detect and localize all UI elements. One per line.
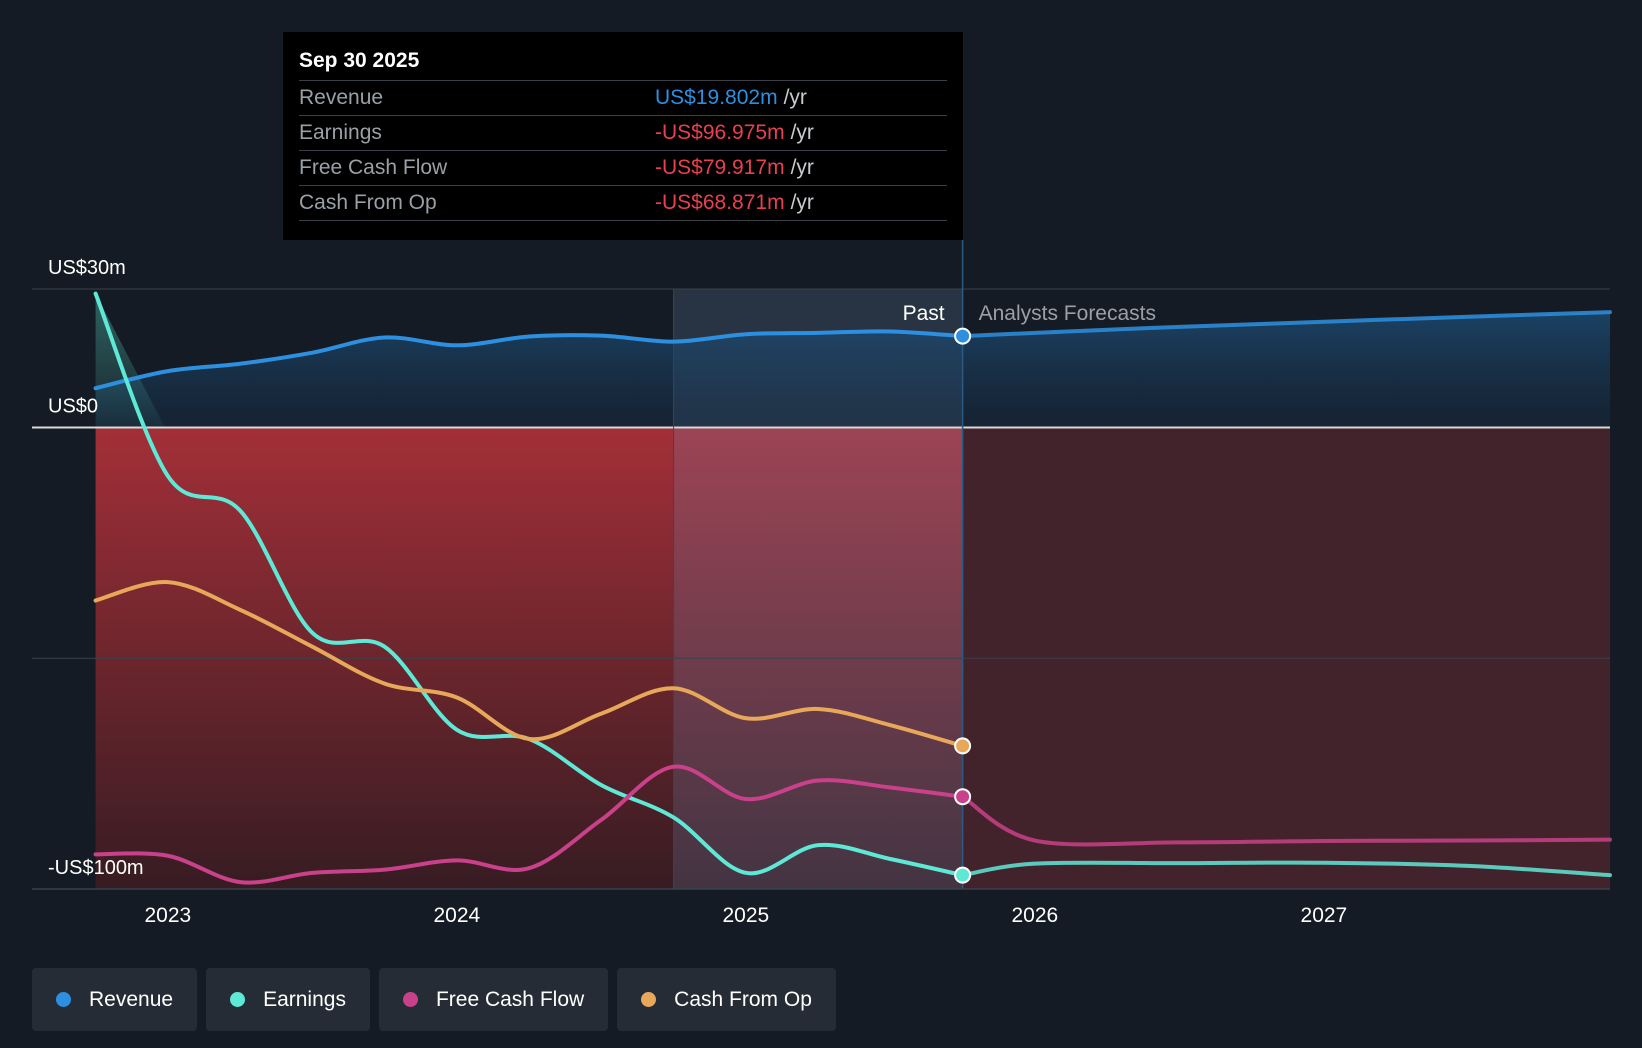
tooltip-unit: /yr: [783, 86, 807, 109]
tooltip-label: Cash From Op: [299, 191, 437, 214]
past-label: Past: [903, 302, 945, 325]
x-tick-label: 2026: [1012, 904, 1059, 927]
legend-dot-icon: [641, 992, 657, 1007]
y-tick-label: US$30m: [48, 257, 126, 279]
y-tick-label: US$0: [48, 395, 98, 417]
free-cash-flow-forecast-line: [960, 794, 1612, 847]
tooltip-label: Earnings: [299, 121, 382, 144]
legend-item-cash-from-op[interactable]: Cash From Op: [617, 968, 836, 1031]
y-tick-label: -US$100m: [48, 857, 144, 879]
legend: Revenue Earnings Free Cash Flow Cash Fro…: [32, 968, 836, 1031]
tooltip-unit: /yr: [790, 191, 814, 214]
earnings-forecast-line: [960, 860, 1612, 878]
legend-label: Revenue: [89, 987, 174, 1011]
tooltip: Sep 30 2025 Revenue US$19.802m/yr Earnin…: [283, 32, 963, 240]
x-tick-label: 2027: [1301, 904, 1348, 927]
revenue-line: [93, 329, 965, 391]
earnings-line: [93, 291, 965, 878]
revenue-marker: [954, 327, 972, 345]
tooltip-value: -US$96.975m: [655, 121, 785, 144]
tooltip-row-cash-from-op: Cash From Op -US$68.871m/yr: [299, 185, 947, 221]
earnings-positive-area: [95, 293, 165, 428]
x-tick-label: 2024: [433, 904, 480, 927]
earnings-marker: [954, 866, 972, 884]
legend-item-earnings[interactable]: Earnings: [206, 968, 370, 1031]
tooltip-label: Free Cash Flow: [299, 156, 448, 179]
tooltip-unit: /yr: [790, 156, 814, 179]
tooltip-value: US$19.802m: [655, 86, 778, 109]
tooltip-row-revenue: Revenue US$19.802m/yr: [299, 80, 947, 115]
tooltip-row-free-cash-flow: Free Cash Flow -US$79.917m/yr: [299, 150, 947, 185]
cash-from-op-marker: [954, 737, 972, 755]
legend-item-revenue[interactable]: Revenue: [32, 968, 198, 1031]
free-cash-flow-line: [93, 764, 965, 885]
tooltip-value-wrap: -US$96.975m/yr: [655, 116, 814, 150]
tooltip-value: -US$68.871m: [655, 191, 785, 214]
revenue-forecast-line: [960, 310, 1612, 339]
legend-dot-icon: [402, 992, 418, 1007]
legend-label: Cash From Op: [674, 987, 812, 1011]
tooltip-value-wrap: -US$79.917m/yr: [655, 151, 814, 185]
forecast-label: Analysts Forecasts: [979, 302, 1156, 325]
tooltip-value-wrap: -US$68.871m/yr: [655, 186, 814, 220]
free-cash-flow-marker: [954, 788, 972, 806]
tooltip-row-earnings: Earnings -US$96.975m/yr: [299, 115, 947, 150]
legend-dot-icon: [230, 992, 246, 1007]
legend-dot-icon: [56, 992, 71, 1007]
legend-label: Free Cash Flow: [435, 987, 585, 1011]
tooltip-label: Revenue: [299, 86, 384, 109]
cash-from-op-line: [93, 580, 965, 748]
tooltip-unit: /yr: [790, 121, 814, 144]
legend-item-free-cash-flow[interactable]: Free Cash Flow: [378, 968, 609, 1031]
tooltip-value: -US$79.917m: [655, 156, 785, 179]
revenue-area: [95, 312, 1611, 428]
tooltip-value-wrap: US$19.802m/yr: [655, 81, 807, 115]
legend-label: Earnings: [263, 987, 346, 1011]
x-tick-label: 2025: [722, 904, 769, 927]
tooltip-date: Sep 30 2025: [299, 49, 420, 72]
x-tick-label: 2023: [144, 904, 191, 927]
